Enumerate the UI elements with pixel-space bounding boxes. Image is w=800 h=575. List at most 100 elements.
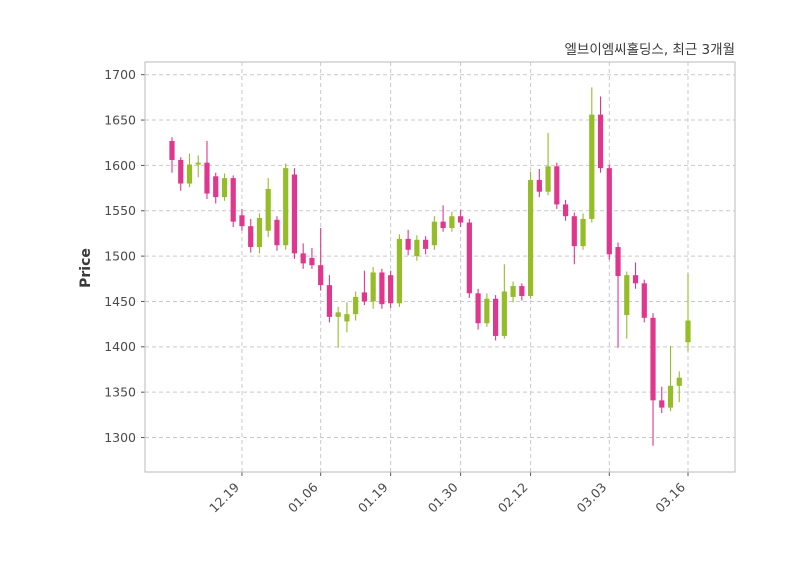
candle-body [256, 218, 263, 248]
candle-body [405, 238, 411, 250]
candle-body [606, 168, 612, 255]
candle-body [239, 215, 245, 227]
x-tick-label: 12.19 [206, 479, 242, 515]
candle-body [449, 216, 455, 228]
y-tick-label: 1700 [104, 67, 136, 82]
plot-border [144, 61, 736, 473]
candle-body [195, 162, 201, 165]
candle-body [510, 286, 516, 297]
candle-body [676, 377, 682, 386]
candle-up [335, 306, 341, 348]
x-tick-label: 02.12 [495, 480, 531, 516]
y-tick-label: 1550 [104, 203, 136, 218]
candle-down [309, 247, 315, 269]
candle-down [606, 164, 612, 260]
candle-body [484, 298, 490, 324]
candle-body [361, 292, 368, 302]
candle-body [318, 265, 324, 286]
candle-body [492, 298, 499, 336]
candle-body [335, 312, 341, 317]
candle-down [650, 313, 656, 446]
candle-up [685, 273, 691, 352]
candle-body [414, 239, 420, 257]
candle-up [667, 345, 674, 412]
candle-body [431, 221, 437, 246]
candle-up [353, 291, 359, 321]
candle-down [239, 208, 245, 231]
candle-body [554, 166, 560, 205]
y-tick-label: 1600 [104, 158, 136, 173]
candle-up [396, 234, 402, 307]
y-tick-label: 1300 [104, 430, 136, 445]
candle-down [458, 209, 464, 228]
candle-body [466, 222, 472, 294]
y-tick-label: 1350 [104, 385, 136, 400]
candle-body [597, 114, 604, 169]
candle-body [388, 275, 394, 304]
candle-down [554, 162, 560, 209]
candle-up [256, 213, 263, 254]
candle-down [274, 216, 280, 251]
y-tick-label: 1400 [104, 339, 136, 354]
candle-body [204, 162, 210, 194]
candle-down [519, 283, 525, 301]
candle-down [632, 262, 639, 289]
candle-body [650, 317, 656, 401]
candle-body [396, 238, 402, 304]
candle-up [221, 173, 228, 201]
x-tick-label: 01.19 [355, 479, 391, 515]
candle-up [283, 163, 289, 250]
candle-up [431, 216, 437, 250]
candle-body [326, 285, 333, 317]
candle-body [624, 275, 630, 316]
candle-body [527, 179, 534, 297]
candle-body [344, 314, 350, 322]
candle-body [641, 283, 647, 318]
candle-up [195, 155, 201, 178]
candle-up [414, 235, 420, 261]
candle-down [440, 205, 446, 232]
candle-body [615, 247, 621, 277]
candle-up [527, 171, 534, 299]
candle-down [204, 140, 210, 199]
candle-body [169, 140, 175, 160]
candle-down [562, 199, 569, 221]
candle-up [589, 87, 595, 223]
candle-down [300, 243, 306, 269]
candle-body [265, 188, 271, 231]
candle-body [186, 164, 193, 184]
candle-body [536, 179, 542, 192]
candle-body [221, 178, 228, 198]
candle-up [545, 132, 551, 196]
candle-body [685, 320, 691, 343]
candle-body [571, 216, 577, 247]
candle-up [186, 153, 193, 188]
candle-body [283, 168, 289, 246]
candle-down [659, 386, 665, 414]
candle-up [510, 281, 516, 303]
candle-body [519, 286, 525, 297]
candle-body [562, 204, 569, 217]
candle-body [423, 239, 429, 249]
candle-body [458, 216, 464, 223]
candle-body [659, 400, 665, 408]
candle-down [466, 218, 472, 298]
candle-body [379, 272, 385, 305]
candle-down [423, 236, 429, 255]
candle-body [440, 221, 446, 228]
candle-up [580, 213, 586, 250]
candle-body [178, 159, 184, 184]
candle-up [624, 271, 630, 339]
x-tick-label: 03.03 [573, 480, 609, 516]
candle-down [615, 242, 621, 348]
candle-body [545, 166, 551, 192]
candle-down [571, 212, 577, 265]
candle-body [230, 178, 236, 222]
candle-body [589, 114, 595, 219]
candle-up [265, 178, 271, 238]
candle-body [475, 293, 481, 324]
candle-down [379, 268, 385, 309]
x-tick-label: 01.30 [425, 479, 461, 515]
candle-body [300, 253, 306, 264]
